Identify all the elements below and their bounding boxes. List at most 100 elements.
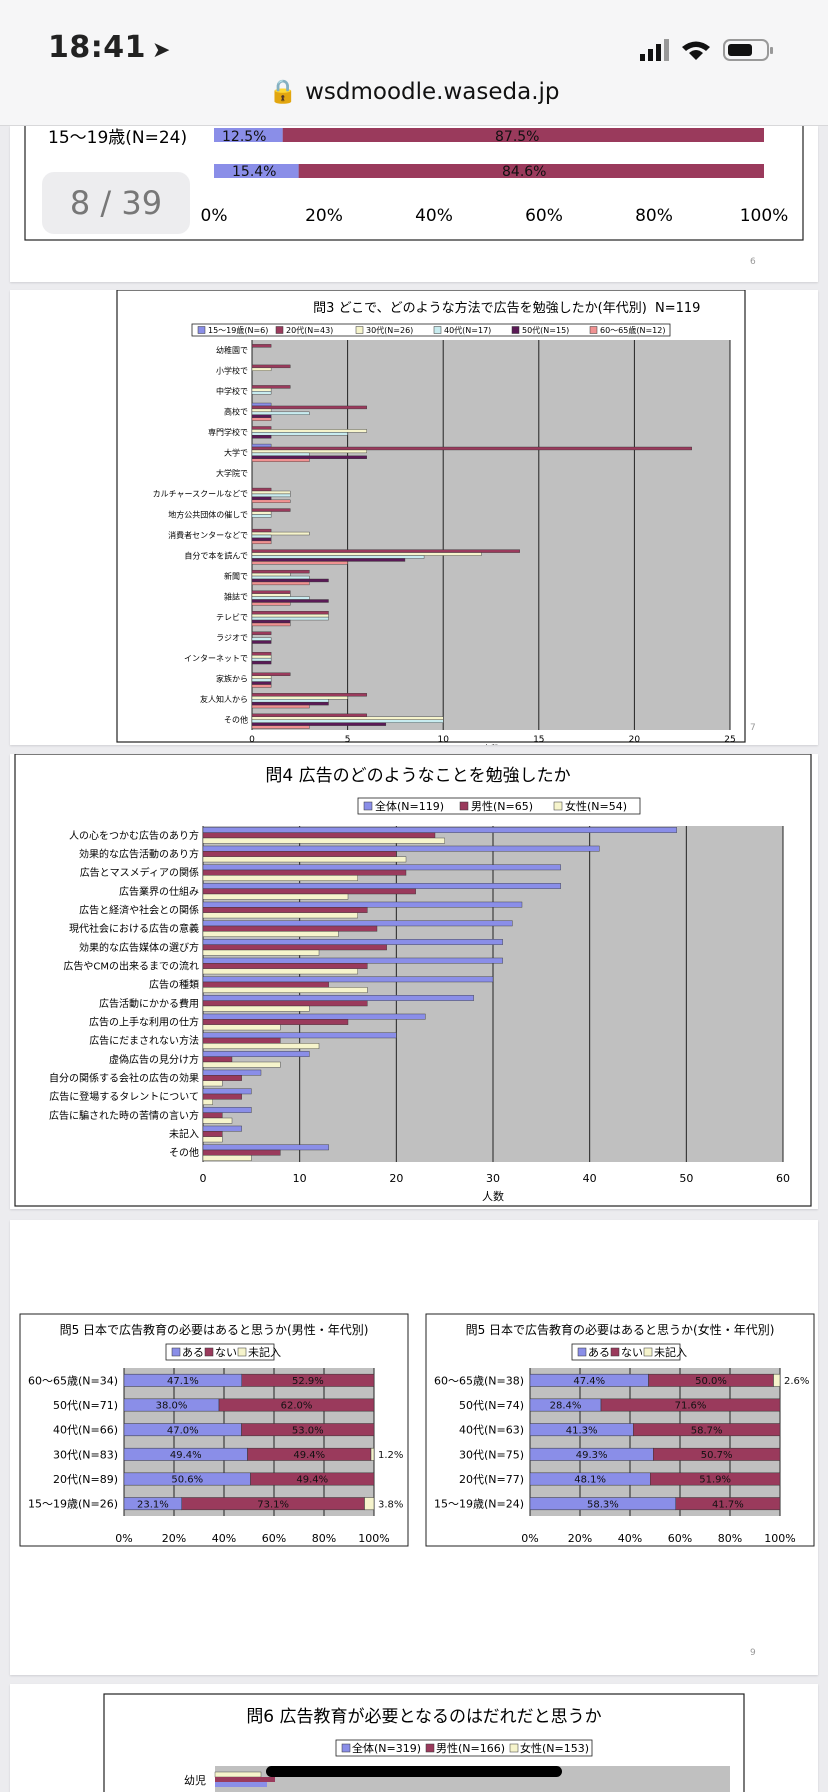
bar-5-1: [251, 446, 692, 451]
p9-page-number: 9: [750, 1648, 756, 1658]
bar-12-3: [251, 596, 310, 600]
x-tick-label: 30: [486, 1172, 500, 1185]
category-label: 大学院で: [216, 468, 248, 478]
category-label: 30代(N=75): [459, 1448, 524, 1461]
legend-swatch: [204, 1347, 214, 1357]
bar-8-3: [251, 514, 272, 518]
category-label: 20代(N=89): [53, 1473, 118, 1486]
s6-page-number: 6: [750, 257, 756, 267]
bar-3-2: [251, 408, 272, 413]
data-label: 49.3%: [576, 1450, 608, 1461]
legend: 15〜19歳(N=6) 20代(N=43) 30代(N=26) 40代(N=17) 50…: [191, 323, 671, 337]
legend-swatch: [433, 326, 442, 334]
category-label: ラジオで: [216, 633, 248, 642]
chart-title: 問5 日本で広告教育の必要はあると思うか(女性・年代別): [466, 1322, 775, 1337]
bar-16-3: [251, 678, 272, 682]
bar-13-5: [251, 622, 291, 627]
x-tick-label: 60%: [668, 1532, 692, 1545]
bar-4-2: [251, 429, 367, 433]
plot-area: [124, 1368, 374, 1516]
browser-status-bar: 18:41 ➤ 🔒 wsdmoodle.waseda.jp: [0, 0, 828, 126]
legend-label: 全体(N=119): [375, 799, 444, 813]
bar-0-1: [241, 1373, 375, 1387]
bar-16-1: [251, 672, 291, 676]
category-label: その他: [169, 1146, 199, 1159]
s6-tick: 80%: [635, 206, 673, 226]
bar-9-5: [251, 540, 272, 545]
bar-5-0: [251, 443, 272, 448]
legend-label: ある: [182, 1346, 204, 1359]
x-tick-label: 100%: [358, 1532, 389, 1545]
legend-swatch: [459, 801, 469, 811]
data-label: 49.4%: [293, 1450, 325, 1461]
status-icons: [640, 38, 790, 62]
x-tick-label: 100%: [764, 1532, 795, 1545]
category-label: 広告活動にかかる費用: [99, 997, 199, 1010]
home-indicator[interactable]: [266, 1766, 562, 1777]
category-label: 専門学校で: [208, 427, 248, 437]
s6-row2-v2: 84.6%: [502, 164, 546, 180]
legend-swatch: [275, 326, 284, 334]
chart-title: 問4 広告のどのようなことを勉強したか: [265, 766, 570, 786]
bar-3-2: [202, 893, 349, 900]
bar-9-2: [251, 531, 310, 536]
data-label: 58.7%: [691, 1425, 723, 1436]
bar-10-2: [251, 552, 482, 556]
bar-4-2: [202, 912, 358, 919]
bar-4-1: [250, 1472, 375, 1486]
x-tick-label: 15: [533, 735, 544, 745]
signal-wifi-battery-icon: [640, 39, 773, 61]
bar-12-2: [251, 593, 291, 597]
bar-5-4: [251, 455, 367, 459]
category-label: 雑誌で: [224, 591, 248, 601]
slide-9: 問5 日本で広告教育の必要はあると思うか(男性・年代別) ある ない 未記入 0% 20%…: [10, 1220, 818, 1675]
bar-14-4: [251, 640, 272, 644]
category-label: 15〜19歳(N=26): [28, 1498, 118, 1511]
bar-1-1: [251, 364, 291, 369]
legend-label: ある: [588, 1346, 610, 1359]
p7-page-number: 7: [750, 723, 756, 733]
chart-q3: 問3 どこで、どのような方法で広告を勉強したか(年代別) N=119 15〜19歳(…: [116, 289, 756, 755]
bar-8-2: [202, 987, 368, 993]
address-bar[interactable]: 🔒 wsdmoodle.waseda.jp: [0, 78, 828, 105]
data-label: 2.6%: [784, 1376, 809, 1387]
legend-box: [165, 1343, 275, 1361]
bar-14-1: [251, 631, 272, 635]
data-label: 73.1%: [257, 1499, 289, 1510]
bar-11-3: [251, 575, 310, 580]
x-tick-label: 40%: [618, 1532, 642, 1545]
bar-3-0: [251, 402, 272, 407]
legend-swatch: [577, 1347, 587, 1357]
bar-15-4: [251, 660, 272, 665]
category-label: 大学で: [224, 448, 248, 458]
bar-5-3: [251, 452, 310, 457]
category-label: 人の心をつかむ広告のあり方: [69, 829, 199, 842]
category-label: 中学校で: [216, 386, 248, 396]
bar-9-1: [202, 1000, 368, 1007]
x-tick-label: 20: [389, 1172, 403, 1185]
x-tick-label: 0: [249, 735, 255, 745]
data-label: 51.9%: [699, 1475, 731, 1486]
bar-7-4: [251, 496, 272, 501]
bar-15-3: [251, 657, 272, 662]
x-tick-label: 10: [437, 735, 449, 745]
bar-4-1: [202, 907, 368, 913]
bar-14-1: [202, 1093, 242, 1100]
x-tick-label: 60: [776, 1172, 790, 1185]
x-tick-label: 10: [293, 1172, 307, 1185]
x-axis-label: 人数: [482, 1190, 504, 1203]
category-label: 広告にだまされない方法: [89, 1034, 199, 1047]
category-label: 広告に騙された時の苦情の言い方: [49, 1109, 199, 1122]
bar-4-1: [650, 1472, 781, 1486]
category-label: 15〜19歳(N=24): [434, 1498, 524, 1511]
x-axis-label: 人数: [482, 743, 500, 745]
category-label: 60〜65歳(N=34): [28, 1374, 118, 1387]
category-label: 効果的な広告媒体の選び方: [79, 941, 199, 954]
bar-16-2: [251, 675, 272, 679]
legend-swatch: [197, 326, 206, 334]
s6-tick: 60%: [525, 206, 563, 226]
legend-swatch: [511, 326, 520, 334]
bar-3-1: [202, 888, 416, 895]
s6-tick: 20%: [305, 206, 343, 226]
bar-0-1: [251, 344, 272, 348]
